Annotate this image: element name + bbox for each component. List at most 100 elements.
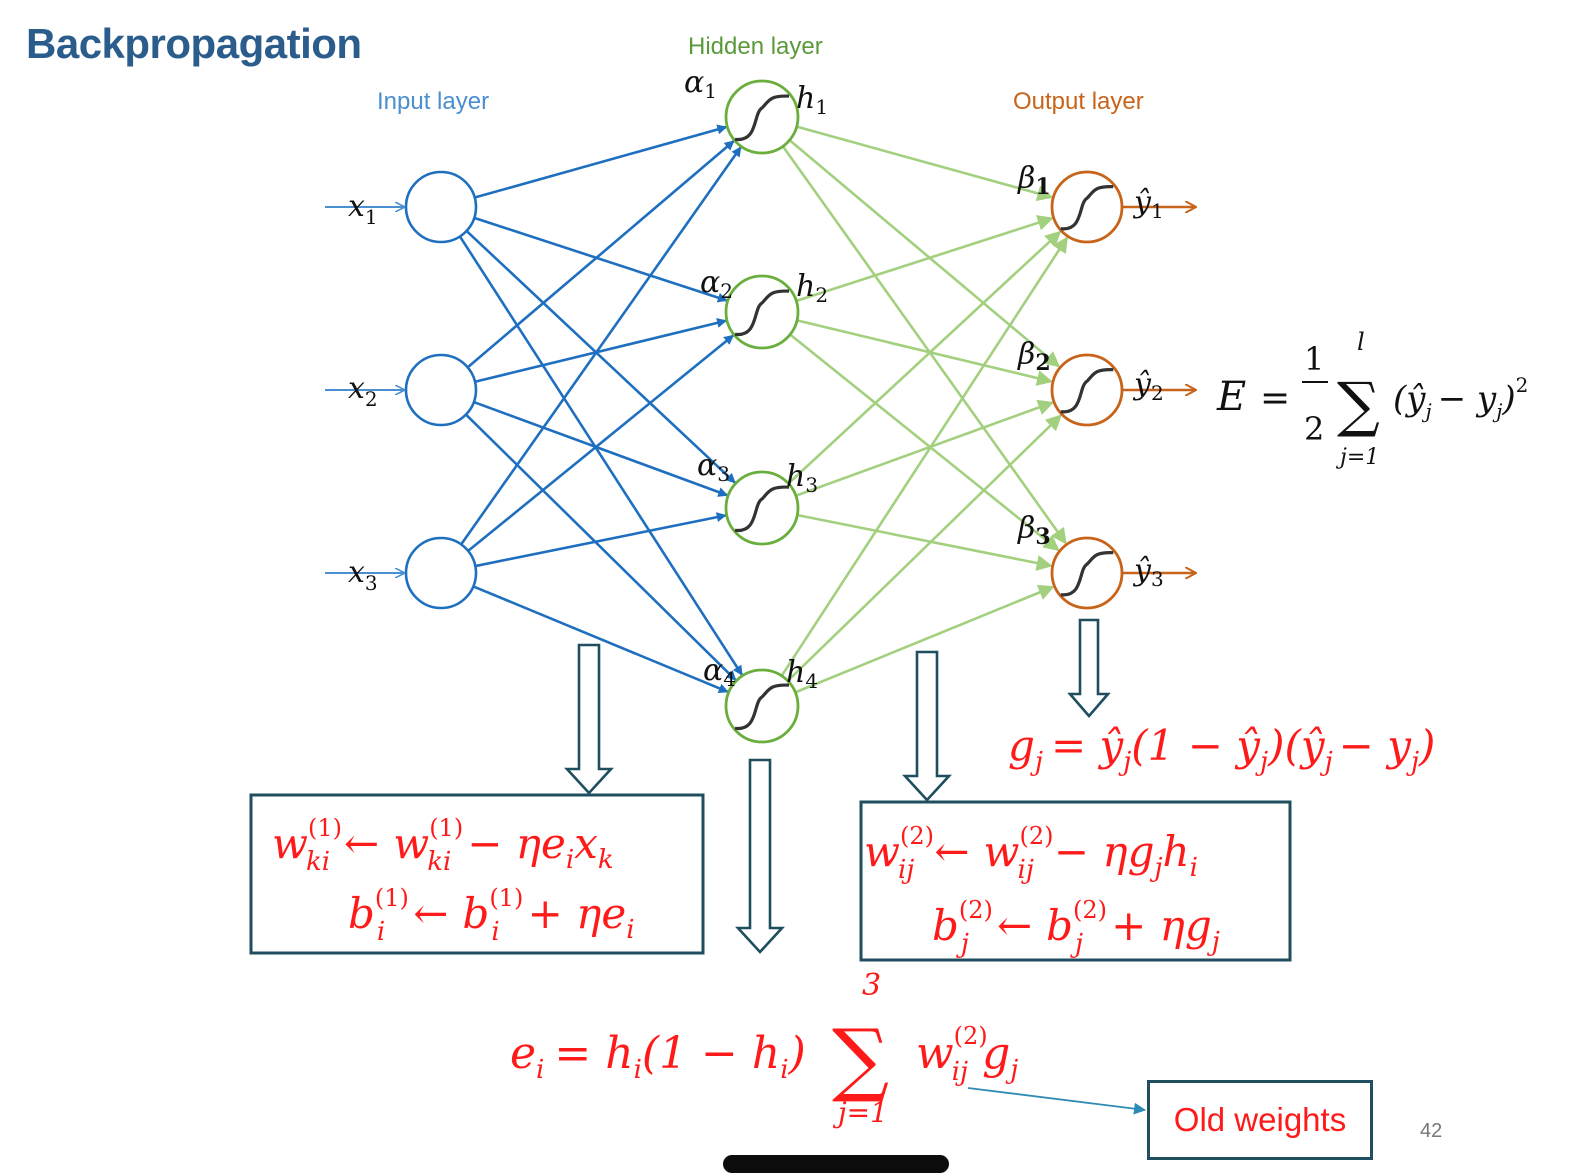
- output-node-2: [1050, 353, 1124, 427]
- edge-x3-h3: [475, 512, 727, 568]
- svg-text:l: l: [1357, 328, 1365, 356]
- page-number: 42: [1420, 1120, 1443, 1142]
- input-label-1: x1: [348, 189, 378, 229]
- input-node-1: [404, 170, 478, 244]
- edge-x3-h4: [472, 585, 729, 694]
- output-gradient-formula: gj = ŷj(1 − ŷj)(ŷj − yj): [1008, 721, 1435, 777]
- edge-h4-y1: [780, 236, 1068, 678]
- home-indicator-bar: [723, 1155, 949, 1173]
- sigmoid-icon: [734, 485, 790, 532]
- down-arrow-to-box1: [564, 643, 614, 795]
- h-label-2: h2: [796, 269, 828, 307]
- output-layer-label: Output layer: [1013, 88, 1144, 115]
- sigmoid-icon: [734, 683, 790, 730]
- edge-x2-h2: [474, 318, 728, 383]
- sigmoid-icon: [734, 94, 790, 141]
- edge-h2-y2: [795, 318, 1053, 386]
- sigmoid-icon: [1060, 551, 1114, 597]
- beta-label-3: β3: [1017, 511, 1051, 550]
- old-weights-box: Old weights: [1147, 1080, 1373, 1160]
- edge-h4-y2: [786, 414, 1062, 683]
- down-arrow-to-gj: [1067, 618, 1111, 718]
- svg-text:b(1)i←b(1)i+ ηei: b(1) i ← b(1) i + ηei: [348, 884, 635, 947]
- edge-h1-y3: [781, 144, 1067, 545]
- edge-x1-h2: [473, 216, 728, 303]
- svg-text:(ŷj− yj)2: (ŷj − yj)2: [1393, 373, 1528, 423]
- sigmoid-icon: [734, 289, 790, 336]
- output-node-3: [1050, 536, 1124, 610]
- edge-x2-h1: [466, 139, 735, 369]
- svg-text:w(1)ki←w(1)ki− ηeixk: w(1) ki ← w(1) ki − ηeixk: [272, 814, 614, 877]
- edge-h3-y2: [794, 399, 1055, 498]
- old-weights-label: Old weights: [1173, 1101, 1347, 1138]
- svg-text:1: 1: [1304, 340, 1324, 378]
- svg-text:b(2)j←b(2)j+ ηgj: b(2) j ← b(2) j + ηgj: [932, 896, 1220, 959]
- h-label-4: h4: [786, 655, 818, 693]
- error-function-formula: E = 1 2 ∑ l j=1 (ŷj − yj)2: [1216, 328, 1528, 470]
- hidden-node-3: [724, 470, 800, 546]
- svg-text:j=1: j=1: [832, 1096, 888, 1129]
- hidden-node-2: [724, 274, 800, 350]
- edge-h3-y1: [786, 230, 1062, 486]
- svg-text:j=1: j=1: [1335, 445, 1379, 470]
- svg-text:E: E: [1216, 374, 1246, 420]
- slide-title: Backpropagation: [26, 20, 362, 67]
- hidden-weight-update-box: [859, 800, 1292, 962]
- beta-label-1: β1: [1017, 161, 1051, 200]
- svg-text:=: =: [1260, 378, 1290, 419]
- edge-x2-h3: [473, 400, 729, 497]
- input-node-3: [404, 536, 478, 610]
- input-label-3: x3: [348, 555, 378, 595]
- svg-text:w(2)ij←w(2)ij− ηgjhi: w(2) ij ← w(2) ij − ηgjhi: [864, 822, 1198, 885]
- hidden-to-output-edges: [780, 125, 1068, 694]
- yhat-label-1: ŷ1: [1132, 185, 1164, 223]
- svg-text:3: 3: [862, 968, 881, 1003]
- edge-h2-y3: [788, 332, 1060, 552]
- edge-x1-h4: [458, 235, 744, 676]
- h-label-1: h1: [796, 81, 828, 119]
- yhat-label-3: ŷ3: [1132, 553, 1164, 591]
- beta-label-2: β2: [1017, 337, 1051, 376]
- old-weights-pointer-arrow: [967, 1087, 1146, 1115]
- sigmoid-icon: [1060, 185, 1114, 231]
- edge-h3-y3: [796, 513, 1053, 571]
- input-node-2: [404, 353, 478, 427]
- hidden-layer-label: Hidden layer: [688, 33, 823, 60]
- down-arrow-to-ei: [735, 758, 785, 954]
- down-arrow-to-box2: [902, 650, 952, 802]
- hidden-error-formula: ei = hi(1 − hi) ∑ 3 j=1 w(2) ij gj: [510, 968, 1018, 1129]
- h-label-3: h3: [786, 459, 818, 497]
- hidden-node-1: [724, 79, 800, 155]
- edge-x2-h4: [465, 413, 737, 681]
- output-node-1: [1050, 170, 1124, 244]
- alpha-label-4: α4: [703, 653, 736, 691]
- edge-x1-h1: [474, 124, 728, 199]
- svg-text:ei= hi(1 − hi): ei = hi(1 − hi): [510, 1028, 806, 1085]
- alpha-label-2: α2: [700, 265, 733, 303]
- input-label-2: x2: [348, 371, 378, 411]
- edge-x3-h1: [460, 146, 742, 546]
- edge-h4-y3: [793, 584, 1055, 694]
- edge-h2-y1: [794, 215, 1054, 303]
- input-weight-update-box: [249, 793, 705, 955]
- svg-text:∑: ∑: [1337, 370, 1380, 440]
- svg-text:∑: ∑: [832, 1012, 889, 1105]
- input-layer-label: Input layer: [377, 88, 490, 115]
- alpha-label-3: α3: [697, 448, 730, 486]
- edge-x3-h2: [467, 334, 735, 552]
- svg-text:gj= ŷj(1 − ŷj)(ŷj− yj): gj = ŷj(1 − ŷj)(ŷj − yj): [1008, 721, 1435, 777]
- svg-text:2: 2: [1304, 410, 1324, 448]
- sigmoid-icon: [1060, 368, 1114, 414]
- hidden-node-4: [724, 668, 800, 744]
- input-to-hidden-edges: [458, 124, 744, 694]
- yhat-label-2: ŷ2: [1132, 367, 1164, 405]
- edge-h1-y1: [795, 125, 1054, 202]
- alpha-label-1: α1: [684, 65, 717, 103]
- input-weight-update-formulas: w(1) ki ← w(1) ki − ηeixk b(1) i ← b(1) i + ηei: [272, 814, 635, 947]
- edge-h1-y2: [787, 138, 1061, 368]
- hidden-weight-update-formulas: w(2) ij ← w(2) ij − ηgjhi b(2) j ← b(2) j + ηgj: [864, 822, 1220, 959]
- edge-x1-h3: [465, 229, 736, 484]
